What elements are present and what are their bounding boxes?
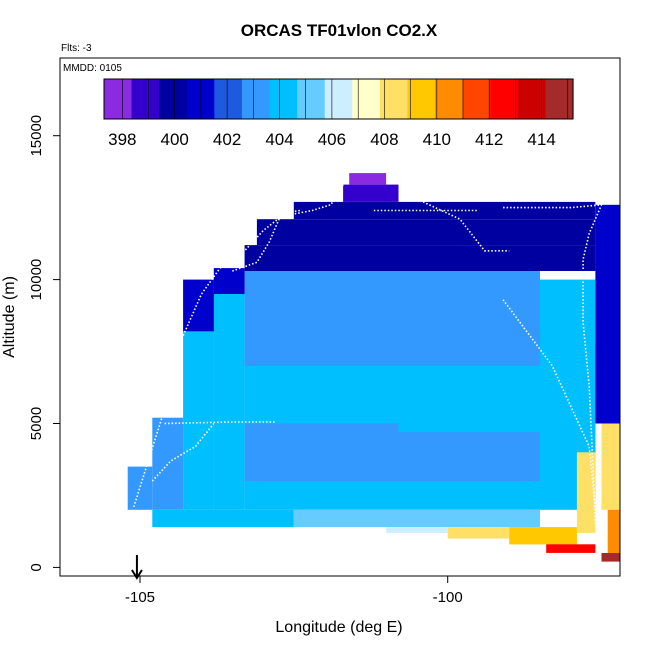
heatmap-bin-8 [398,412,540,433]
heatmap-bin-18 [607,509,620,553]
colorbar-segment-1 [131,79,160,119]
heatmap-bin-16 [576,452,596,533]
location-arrow [131,555,143,580]
heatmap-bin-19 [546,544,596,553]
heatmap-bin-2 [183,331,214,510]
chart-title: ORCAS TF01vlon CO2.X [241,21,438,40]
colorbar-segment-11 [407,79,436,119]
heatmap-bin-21 [595,204,620,424]
flight-track-1 [151,423,215,482]
heatmap-bin-3 [213,294,245,510]
x-tick-label-1: -100 [433,589,463,606]
colorbar-segment-16 [545,79,574,119]
plot-frame [59,57,621,577]
y-axis-label: Altitude (m) [1,276,18,358]
colorbar [103,78,574,120]
flight-track-7 [502,299,597,510]
heatmap-bin-17 [601,423,620,510]
colorbar-segment-7 [297,79,326,119]
heatmap-bin-22 [183,279,214,332]
y-tick-label-3: 15000 [28,115,45,157]
colorbar-segment-14 [490,79,519,119]
flight-tracks [133,184,603,551]
colorbar-tick-label-3: 404 [265,130,293,149]
heatmap-bin-14 [447,527,510,539]
y-axis-ticks: 0 5000 10000 15000 [28,115,60,572]
colorbar-segment-2 [159,79,188,119]
flight-track-6 [503,203,603,551]
flight-track-0 [133,184,344,508]
colorbar-tick-label-1: 400 [161,130,189,149]
flight-track-2 [164,421,276,425]
heatmap-bin-1 [152,417,184,510]
colorbar-segment-8 [324,79,353,119]
colorbar-tick-label-8: 414 [527,130,555,149]
colorbar-tick-labels: 398 400 402 404 406 408 410 412 414 [108,130,556,149]
y-tick-label-0: 0 [28,563,45,571]
heatmap-bins [127,173,620,562]
date-label: MMDD: 0105 [63,63,122,74]
colorbar-segment-4 [214,79,243,119]
colorbar-segment-12 [435,79,464,119]
heatmap-bin-27 [343,184,399,202]
flight-track-3 [232,209,301,272]
heatmap-bin-24 [244,245,596,271]
y-tick-label-2: 10000 [28,259,45,301]
heatmap-bin-4 [244,481,540,510]
heatmap-bin-7 [244,271,540,366]
x-axis-ticks: -105 -100 [125,576,463,606]
y-tick-label-1: 5000 [28,407,45,440]
colorbar-frame [103,78,574,120]
heatmap-bin-5 [244,423,540,482]
flights-label: Flts: -3 [61,43,92,54]
x-axis-label: Longitude (deg E) [275,619,402,636]
heatmap-bin-15 [509,527,577,545]
colorbar-tick-label-0: 398 [108,130,136,149]
colorbar-tick-label-7: 412 [475,130,503,149]
heatmap-bin-20 [601,553,620,562]
heatmap-bin-11 [293,509,540,528]
colorbar-tick-label-2: 402 [213,130,241,149]
colorbar-tick-label-5: 408 [370,130,398,149]
colorbar-segment-13 [462,79,491,119]
heatmap-bin-0 [127,466,153,510]
colorbar-tick-label-6: 410 [423,130,451,149]
heatmap-bin-28 [349,173,387,185]
x-tick-label-0: -105 [125,589,155,606]
colorbar-segment-6 [269,79,298,119]
colorbar-segment-0 [104,79,133,119]
heatmap-bin-25 [256,219,596,246]
heatmap-bin-13 [386,527,448,533]
heatmap-bin-10 [152,509,294,528]
colorbar-tick-label-4: 406 [318,130,346,149]
colorbar-segment-5 [241,79,271,119]
arrow-head [131,569,143,580]
heatmap-bin-23 [213,268,245,294]
colorbar-segment-9 [352,79,381,119]
flight-track-5 [422,201,510,252]
